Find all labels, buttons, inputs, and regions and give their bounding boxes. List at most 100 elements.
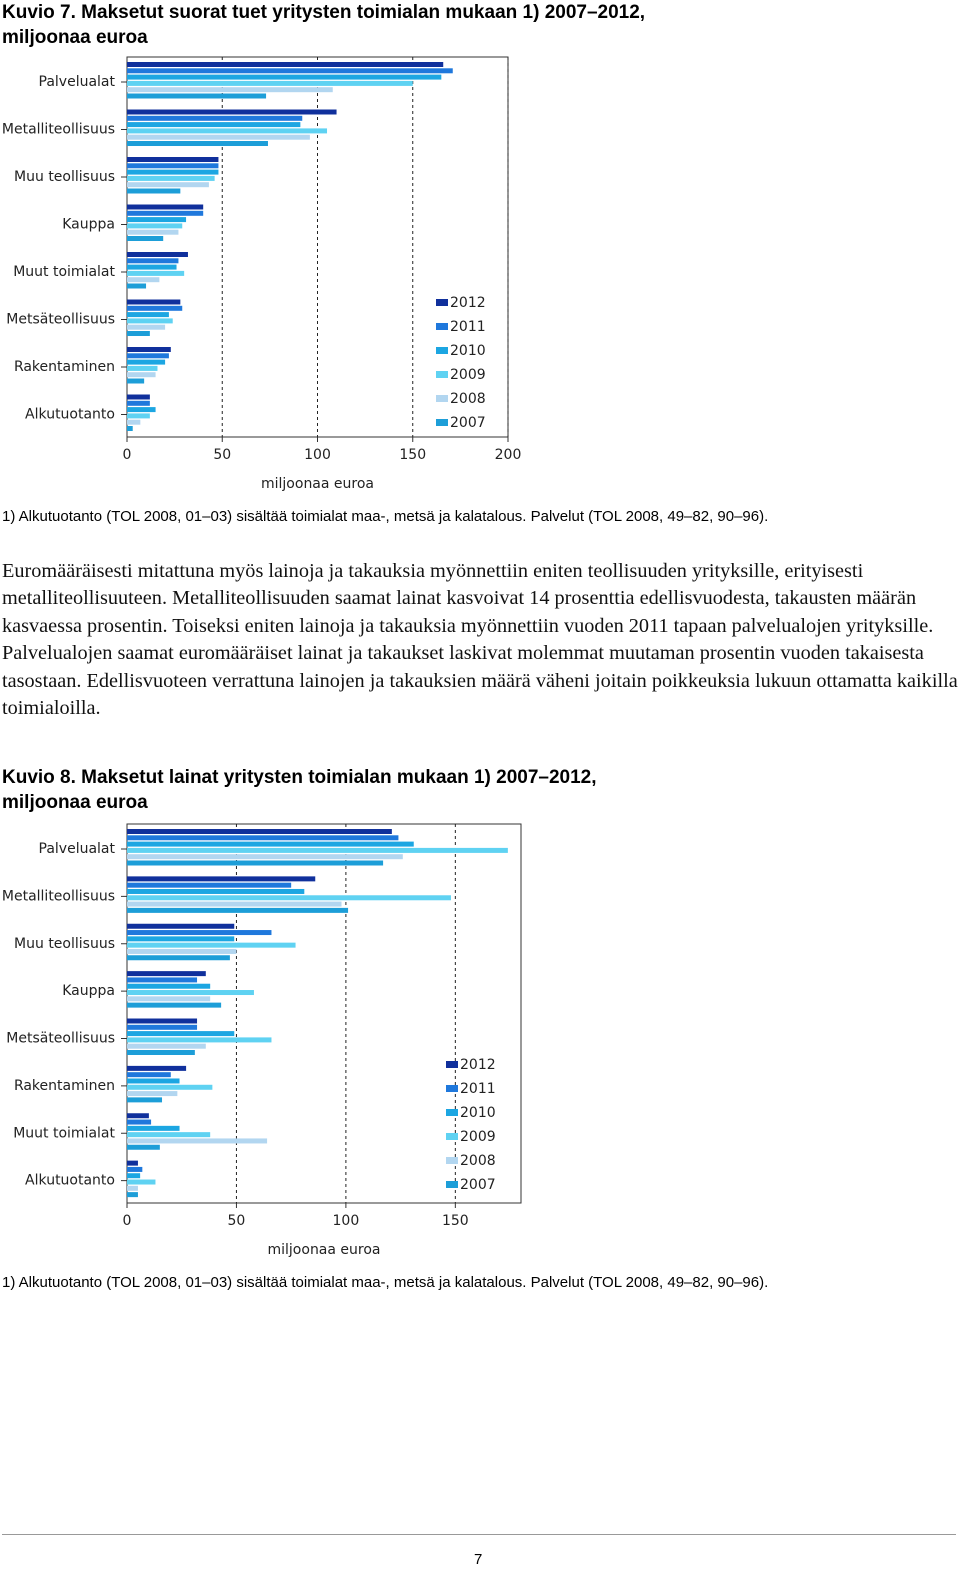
bar — [127, 372, 156, 378]
bar — [127, 223, 183, 229]
bar — [127, 1065, 187, 1071]
y-tick-label: Rakentaminen — [14, 1078, 115, 1094]
divider — [2, 1534, 956, 1535]
bar — [127, 1132, 211, 1138]
legend-swatch — [446, 1061, 458, 1068]
bar — [127, 305, 183, 311]
legend-label: 2010 — [460, 1105, 496, 1121]
legend-label: 2009 — [460, 1129, 496, 1145]
bar — [127, 217, 187, 223]
y-tick-label: Metsäteollisuus — [6, 312, 115, 328]
bar — [127, 258, 179, 264]
bar — [127, 1173, 141, 1179]
x-axis-label: miljoonaa euroa — [261, 476, 374, 492]
figure-title: Kuvio 8. Maksetut lainat yritysten toimi… — [2, 767, 597, 813]
x-axis-label: miljoonaa euroa — [268, 1242, 381, 1258]
bar — [127, 888, 305, 894]
bar — [127, 860, 384, 866]
bar — [127, 80, 413, 86]
y-tick-label: Muu teollisuus — [14, 936, 115, 952]
bar — [127, 175, 215, 181]
bar — [127, 188, 181, 194]
bar — [127, 1192, 138, 1198]
legend-swatch — [436, 371, 448, 378]
bar — [127, 400, 150, 406]
bar — [127, 169, 219, 175]
bar — [127, 331, 150, 336]
bar — [127, 141, 268, 146]
bar — [127, 318, 173, 324]
bar — [127, 1185, 138, 1191]
bar — [127, 1179, 156, 1185]
x-tick-label: 50 — [228, 1213, 246, 1229]
bar — [127, 854, 403, 860]
bar — [127, 407, 156, 413]
bar — [127, 365, 158, 371]
bar — [127, 829, 392, 834]
y-tick-label: Muut toimialat — [13, 264, 115, 280]
bar — [127, 115, 303, 121]
bar — [127, 923, 235, 929]
bar — [127, 930, 272, 936]
bar — [127, 270, 185, 276]
bar — [127, 62, 444, 67]
bar — [127, 835, 399, 841]
bar — [127, 1113, 149, 1119]
chart: 0 50 100 150 200 miljoonaa euroa Palvelualat Me… — [2, 56, 521, 492]
bar — [127, 1078, 180, 1084]
figure-title: Kuvio 7. Maksetut suorat tuet yritysten … — [2, 2, 646, 48]
legend-label: 2008 — [460, 1153, 496, 1169]
legend-label: 2008 — [450, 391, 486, 407]
bar — [127, 1024, 198, 1030]
bar — [127, 1166, 143, 1172]
legend-label: 2007 — [460, 1177, 496, 1193]
bar — [127, 1043, 206, 1049]
y-tick-label: Palvelualat — [39, 841, 116, 857]
bar — [127, 942, 296, 948]
legend-swatch — [446, 1085, 458, 1092]
bar — [127, 936, 235, 942]
bar — [127, 1018, 198, 1024]
legend-swatch — [436, 299, 448, 306]
bar — [127, 182, 209, 188]
bar — [127, 347, 171, 352]
legend-swatch — [446, 1133, 458, 1140]
bar — [127, 948, 237, 954]
bar — [127, 876, 316, 882]
bar — [127, 109, 337, 115]
legend-label: 2009 — [450, 367, 486, 383]
y-tick-label: Palvelualat — [39, 74, 116, 90]
y-tick-label: Metalliteollisuus — [2, 888, 115, 904]
y-tick-label: Muu teollisuus — [14, 169, 115, 185]
legend-swatch — [436, 347, 448, 354]
bar — [127, 1072, 171, 1078]
legend-label: 2010 — [450, 343, 486, 359]
bar — [127, 252, 188, 257]
bar — [127, 93, 267, 99]
bar — [127, 895, 451, 901]
bar — [127, 134, 310, 140]
bar — [127, 394, 150, 400]
page-number: 7 — [474, 1551, 483, 1568]
bar — [127, 236, 164, 241]
bar — [127, 204, 204, 210]
paragraph: Euromääräisesti mitattuna myös lainoja j… — [2, 560, 958, 720]
bar — [127, 68, 453, 74]
y-tick-label: Metsäteollisuus — [6, 1031, 115, 1047]
legend-swatch — [436, 395, 448, 402]
bar — [127, 907, 349, 913]
bar — [127, 229, 179, 235]
y-tick-label: Rakentaminen — [14, 359, 115, 375]
y-tick-label: Alkutuotanto — [25, 407, 115, 423]
bar — [127, 87, 333, 93]
y-tick-label: Metalliteollisuus — [2, 122, 115, 138]
bar — [127, 324, 166, 330]
bar — [127, 1160, 138, 1166]
bar — [127, 1002, 222, 1008]
bar — [127, 128, 328, 134]
bar — [127, 990, 254, 996]
legend-label: 2011 — [450, 319, 486, 335]
y-tick-label: Muut toimialat — [13, 1125, 115, 1141]
bar — [127, 841, 414, 847]
